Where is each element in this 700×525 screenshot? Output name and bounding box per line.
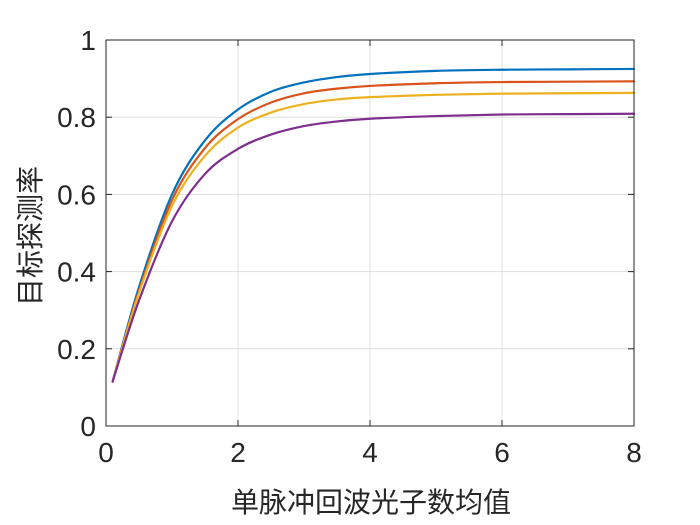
y-tick-label: 0 <box>80 411 96 442</box>
y-tick-label: 0.2 <box>57 334 96 365</box>
series-line-2 <box>111 80 636 383</box>
tick-marks <box>105 39 635 427</box>
series-group <box>111 67 636 383</box>
series-line-1 <box>111 67 636 383</box>
x-tick-labels: 0 2 4 6 8 <box>98 437 642 468</box>
series-line-3 <box>111 91 636 383</box>
y-axis-title: 目标探测率 <box>14 166 47 306</box>
x-axis-title: 单脉冲回波光子数均值 <box>231 486 511 519</box>
y-tick-label: 1 <box>80 25 96 56</box>
y-tick-label: 0.4 <box>57 257 96 288</box>
y-tick-labels: 0 0.2 0.4 0.6 0.8 1 <box>57 25 96 442</box>
x-tick-label: 2 <box>230 437 246 468</box>
y-tick-label: 0.6 <box>57 179 96 210</box>
x-tick-label: 8 <box>626 437 642 468</box>
y-tick-label: 0.8 <box>57 102 96 133</box>
x-tick-label: 6 <box>494 437 510 468</box>
x-tick-label: 4 <box>362 437 378 468</box>
x-tick-label: 0 <box>98 437 114 468</box>
series-line-4 <box>111 112 636 383</box>
